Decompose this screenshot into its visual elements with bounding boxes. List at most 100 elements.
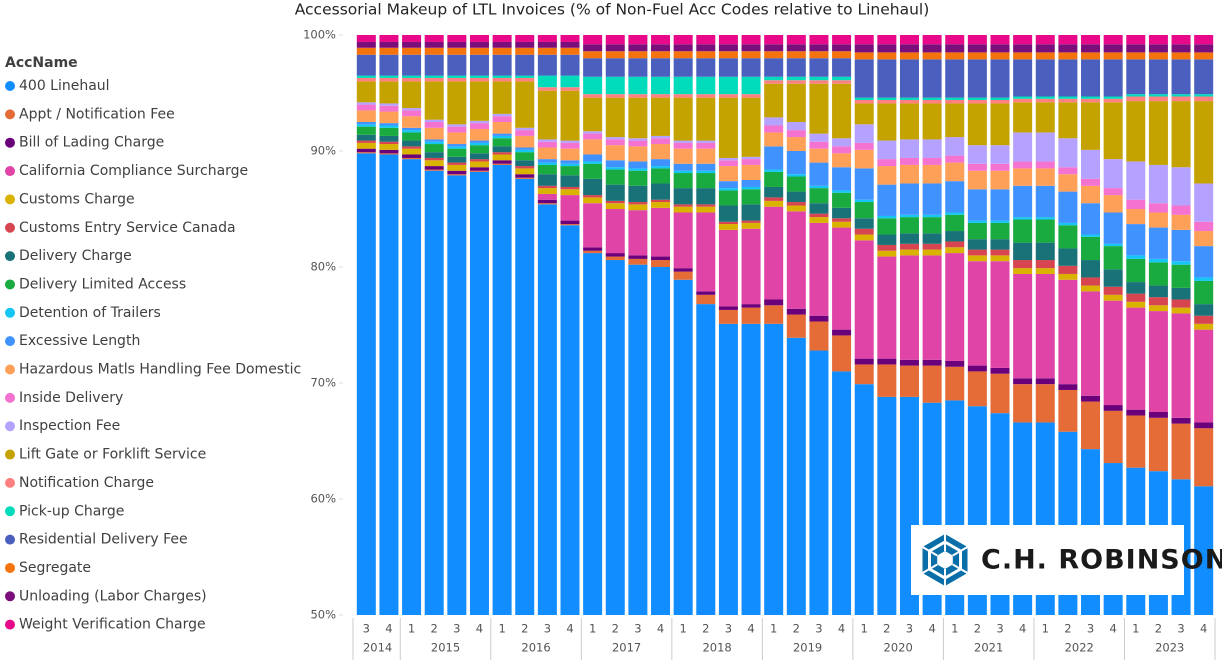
bar-segment (786, 211, 806, 309)
bar-segment (673, 76, 693, 95)
bar-segment (899, 243, 919, 250)
bar-segment (1081, 260, 1101, 278)
bar-segment (945, 103, 965, 138)
bar-segment (1081, 149, 1101, 179)
bar-segment (1103, 59, 1123, 97)
bar-segment (967, 99, 987, 104)
bar-segment (832, 138, 852, 147)
bar-segment (492, 75, 512, 78)
bar-segment (1103, 44, 1123, 53)
bar-segment (854, 364, 874, 385)
bar-segment (1103, 246, 1123, 270)
bar-segment (696, 94, 716, 98)
bar-segment (786, 308, 806, 315)
bar-segment (537, 174, 557, 186)
bar-segment (583, 178, 603, 196)
x-tick-label: 3 (544, 622, 551, 636)
bar-segment (673, 142, 693, 149)
bar-segment (967, 59, 987, 98)
bar-segment (967, 371, 987, 407)
bar-segment (945, 35, 965, 45)
bar-segment (492, 54, 512, 76)
bar-segment (1013, 52, 1033, 60)
bar-segment (605, 94, 625, 98)
bar-segment (651, 202, 671, 208)
x-tick-label: 3 (906, 622, 913, 636)
bar-segment (424, 75, 444, 78)
legend-label: California Compliance Surcharge (19, 163, 248, 179)
bar-segment (1013, 378, 1033, 385)
x-group-label: 2021 (974, 641, 1003, 655)
bar-segment (1103, 286, 1123, 295)
bar-segment (469, 170, 489, 172)
bar-segment (424, 119, 444, 122)
bar-segment (537, 162, 557, 165)
bar-segment (786, 44, 806, 52)
bar-segment (379, 47, 399, 55)
bar-segment (651, 183, 671, 200)
legend-label: Excessive Length (19, 333, 140, 349)
bar-segment (967, 52, 987, 60)
bar-segment (696, 97, 716, 141)
bar-segment (832, 192, 852, 208)
bar-segment (1058, 389, 1078, 432)
x-tick-label: 1 (1132, 622, 1139, 636)
bar-segment (605, 209, 625, 254)
bar-segment (1194, 246, 1214, 278)
bar-segment (967, 44, 987, 53)
bar-segment (469, 153, 489, 160)
bar-segment (741, 186, 761, 190)
bar-segment (1081, 277, 1101, 286)
bar-segment (560, 90, 580, 141)
bar-segment (1013, 185, 1033, 218)
bar-segment (1058, 138, 1078, 168)
bar-segment (583, 94, 603, 98)
bar-segment (605, 35, 625, 45)
bar-segment (764, 80, 784, 84)
bar-segment (990, 373, 1010, 414)
bar-segment (764, 197, 784, 201)
bar-segment (854, 103, 874, 125)
bar-segment (809, 217, 829, 223)
bar-segment (1081, 96, 1101, 99)
bar-segment (990, 44, 1010, 53)
bar-segment (1058, 225, 1078, 249)
x-tick-label: 2 (702, 622, 709, 636)
x-tick-label: 2 (431, 622, 438, 636)
bar-segment (447, 162, 467, 165)
bar-segment (492, 77, 512, 82)
x-tick-label: 3 (725, 622, 732, 636)
y-tick-label: 70% (310, 376, 336, 390)
bar-segment (967, 255, 987, 262)
bar-segment (1035, 44, 1055, 53)
bar-segment (560, 148, 580, 161)
bar-segment (967, 170, 987, 190)
x-tick-label: 1 (589, 622, 596, 636)
x-group-label: 2020 (884, 641, 913, 655)
bar-segment (515, 174, 535, 178)
bar-segment (492, 152, 512, 155)
bar-segment (696, 35, 716, 45)
legend-swatch (5, 364, 15, 375)
bar-segment (1058, 52, 1078, 60)
bar-segment (764, 200, 784, 207)
bar-segment (1103, 52, 1123, 60)
bar-segment (854, 202, 874, 219)
bar-segment (1058, 35, 1078, 45)
x-tick-label: 1 (1042, 622, 1049, 636)
bar-segment (1081, 291, 1101, 396)
bar-segment (1103, 188, 1123, 196)
bar-segment (786, 83, 806, 122)
bar-segment (447, 170, 467, 175)
bar-segment (447, 35, 467, 42)
bar-segment (1103, 294, 1123, 301)
bar-segment (651, 58, 671, 77)
x-tick-label: 2 (1064, 622, 1071, 636)
bar-segment (741, 189, 761, 205)
bar-segment (469, 167, 489, 171)
bar-segment (832, 76, 852, 81)
bar-segment (583, 131, 603, 134)
bar-segment (1126, 282, 1146, 294)
bar-segment (1171, 96, 1191, 102)
y-tick-label: 80% (310, 260, 336, 274)
